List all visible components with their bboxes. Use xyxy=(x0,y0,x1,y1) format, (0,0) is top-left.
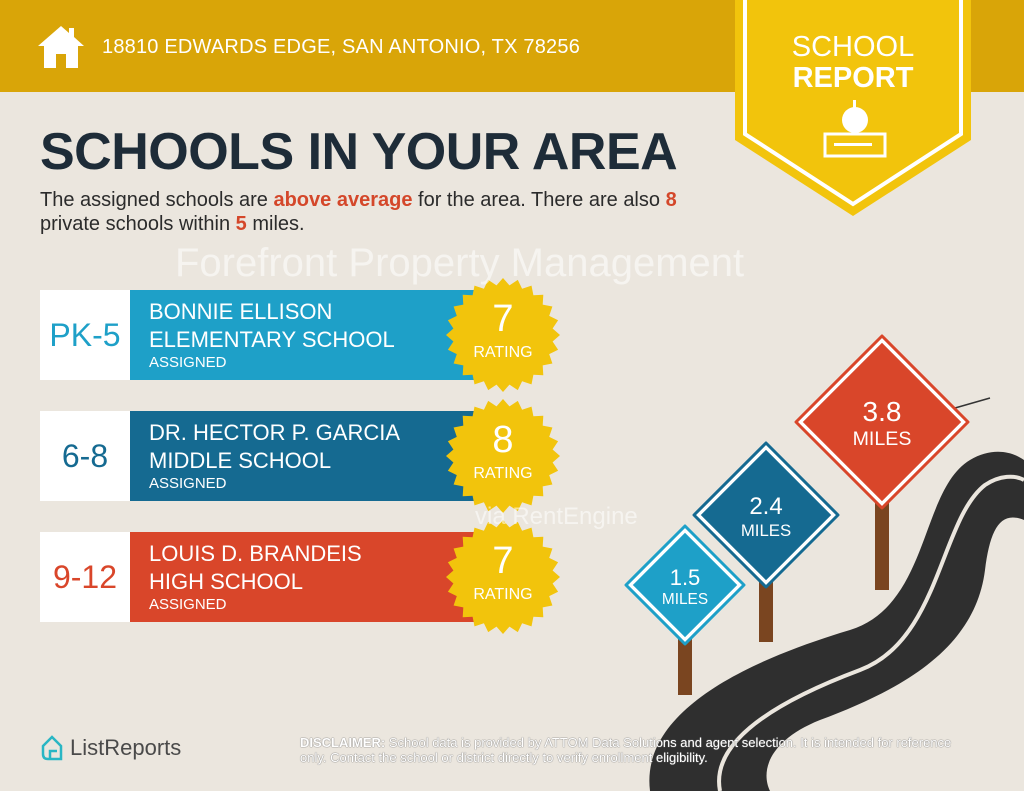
sign-distance: 2.4 xyxy=(749,493,783,520)
grade-range: PK-5 xyxy=(40,290,130,380)
watermark-sub: via RentEngine xyxy=(475,503,638,530)
school-name-line2: HIGH SCHOOL xyxy=(149,569,304,594)
school-status: ASSIGNED xyxy=(149,354,227,371)
grade-range: 9-12 xyxy=(40,532,130,622)
disclaimer: DISCLAIMER: School data is provided by A… xyxy=(300,735,952,765)
sign-unit: MILES xyxy=(661,591,709,608)
banner-line1: SCHOOL xyxy=(791,31,915,63)
rating-label: RATING xyxy=(473,465,533,482)
banner-line2: REPORT xyxy=(792,62,914,94)
distance-sign xyxy=(624,524,746,646)
school-info: BONNIE ELLISON ELEMENTARY SCHOOL ASSIGNE… xyxy=(130,290,480,380)
rating-badge xyxy=(446,399,560,513)
apple-books-icon xyxy=(823,100,887,158)
summary-text: The assigned schools are above average f… xyxy=(40,189,677,235)
school-name-line2: ELEMENTARY SCHOOL xyxy=(149,327,395,352)
school-info: DR. HECTOR P. GARCIA MIDDLE SCHOOL ASSIG… xyxy=(130,411,480,501)
sign-unit: MILES xyxy=(740,521,792,540)
school-status: ASSIGNED xyxy=(149,475,227,492)
school-status: ASSIGNED xyxy=(149,596,227,613)
rating-label: RATING xyxy=(473,586,533,603)
school-row: 6-8 DR. HECTOR P. GARCIA MIDDLE SCHOOL A… xyxy=(40,411,480,501)
rating-badge xyxy=(446,520,560,634)
distance-sign xyxy=(794,334,970,510)
listreports-logo: ListReports xyxy=(40,734,181,762)
sign-distance: 1.5 xyxy=(669,565,701,590)
rating-value: 7 xyxy=(492,540,514,582)
school-row: 9-12 LOUIS D. BRANDEIS HIGH SCHOOL ASSIG… xyxy=(40,532,480,622)
logo-text: ListReports xyxy=(70,735,182,760)
house-icon xyxy=(38,26,84,68)
sign-unit: MILES xyxy=(852,428,912,450)
distance-sign xyxy=(692,441,840,589)
watermark: Forefront Property Management xyxy=(175,241,745,285)
rating-badge xyxy=(446,278,560,392)
property-address: 18810 EDWARDS EDGE, SAN ANTONIO, TX 7825… xyxy=(102,36,581,58)
grade-range: 6-8 xyxy=(40,411,130,501)
page-title: SCHOOLS IN YOUR AREA xyxy=(40,123,678,181)
school-name-line2: MIDDLE SCHOOL xyxy=(149,448,332,473)
school-row: PK-5 BONNIE ELLISON ELEMENTARY SCHOOL AS… xyxy=(40,290,480,380)
sign-distance: 3.8 xyxy=(862,396,902,427)
school-name-line1: DR. HECTOR P. GARCIA xyxy=(149,420,401,445)
road-illustration xyxy=(624,334,1024,791)
rating-label: RATING xyxy=(473,344,533,361)
school-info: LOUIS D. BRANDEIS HIGH SCHOOL ASSIGNED xyxy=(130,532,480,622)
rating-value: 7 xyxy=(492,298,514,340)
school-name-line1: LOUIS D. BRANDEIS xyxy=(149,541,362,566)
listreports-logo-icon xyxy=(41,735,63,761)
school-name-line1: BONNIE ELLISON xyxy=(149,299,333,324)
rating-value: 8 xyxy=(492,419,514,461)
